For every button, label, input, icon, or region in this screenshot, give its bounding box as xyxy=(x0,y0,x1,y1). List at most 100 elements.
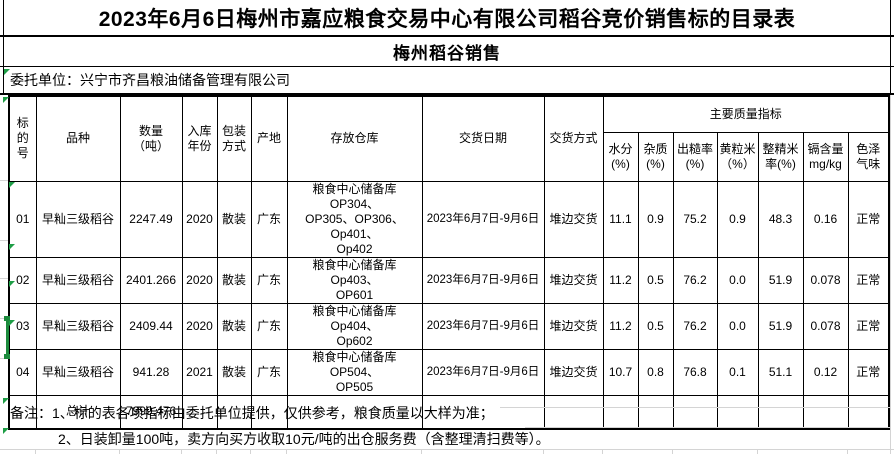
header-quality-group[interactable]: 主要质量指标 xyxy=(602,95,890,133)
cell-origin[interactable]: 广东 xyxy=(250,348,288,396)
cell-moisture[interactable]: 10.7 xyxy=(602,348,639,396)
cell-warehouse[interactable]: 粮食中心储备库OP504、 OP505 xyxy=(286,348,423,396)
cell-empty[interactable] xyxy=(802,394,849,430)
cell-origin[interactable]: 广东 xyxy=(250,302,288,350)
cell-bid[interactable]: 02 xyxy=(8,256,37,304)
cell-pack[interactable]: 散装 xyxy=(216,348,252,396)
cell-warehouse[interactable]: 粮食中心储备库Op403、 OP601 xyxy=(286,256,423,304)
header-warehouse[interactable]: 存放仓库 xyxy=(286,95,423,182)
cell-pack[interactable]: 散装 xyxy=(216,302,252,350)
cell-year[interactable]: 2021 xyxy=(181,348,218,396)
cell-head[interactable]: 51.9 xyxy=(757,302,804,350)
cell-empty[interactable] xyxy=(421,394,545,430)
cell-origin[interactable]: 广东 xyxy=(250,180,288,258)
cell-method[interactable]: 堆边交货 xyxy=(543,180,604,258)
cell-impurity[interactable]: 0.5 xyxy=(637,256,674,304)
cell-method[interactable]: 堆边交货 xyxy=(543,348,604,396)
header-storage-year[interactable]: 入库 年份 xyxy=(181,95,218,182)
cell-pack[interactable]: 散装 xyxy=(216,256,252,304)
header-packaging[interactable]: 包装 方式 xyxy=(216,95,252,182)
cell-head[interactable]: 48.3 xyxy=(757,180,804,258)
header-delivery-date[interactable]: 交货日期 xyxy=(421,95,545,182)
cell-variety[interactable]: 早籼三级稻谷 xyxy=(35,302,121,350)
cell-warehouse[interactable]: 粮食中心储备库Op404、 Op602 xyxy=(286,302,423,350)
cell-bid[interactable]: 04 xyxy=(8,348,37,396)
cell-qty[interactable]: 2247.49 xyxy=(119,180,183,258)
entrusting-unit-cell[interactable]: 委托单位：兴宁市齐昌粮油储备管理有限公司 xyxy=(0,67,894,95)
cell-brown[interactable]: 76.8 xyxy=(672,348,718,396)
header-brown-rice-rate[interactable]: 出糙率 (%) xyxy=(672,131,718,182)
cell-variety[interactable]: 早籼三级稻谷 xyxy=(35,256,121,304)
cell-date[interactable]: 2023年6月7日-9月6日 xyxy=(421,180,545,258)
cell-yellow[interactable]: 0.0 xyxy=(716,256,759,304)
cell-color[interactable]: 正常 xyxy=(847,302,890,350)
header-cadmium[interactable]: 镉含量 mg/kg xyxy=(802,131,849,182)
cell-origin[interactable]: 广东 xyxy=(250,256,288,304)
cell-empty[interactable] xyxy=(250,394,288,430)
cell-cadmium[interactable]: 0.078 xyxy=(802,256,849,304)
header-quantity[interactable]: 数量 （吨） xyxy=(119,95,183,182)
cell-empty[interactable] xyxy=(602,394,639,430)
remark-line-2[interactable]: 2、日装卸量100吨，卖方向买方收取10元/吨的出仓服务费（含整理清扫费等）。 xyxy=(58,431,550,447)
cell-empty[interactable] xyxy=(543,394,604,430)
cell-variety[interactable]: 早籼三级稻谷 xyxy=(35,348,121,396)
cell-date[interactable]: 2023年6月7日-9月6日 xyxy=(421,302,545,350)
cell-impurity[interactable]: 0.5 xyxy=(637,302,674,350)
cell-qty[interactable]: 2401.266 xyxy=(119,256,183,304)
gridline xyxy=(0,180,8,181)
cell-yellow[interactable]: 0.1 xyxy=(716,348,759,396)
cell-yellow[interactable]: 0.0 xyxy=(716,302,759,350)
header-head-rice-rate[interactable]: 整精米 率(%) xyxy=(757,131,804,182)
cell-brown[interactable]: 76.2 xyxy=(672,256,718,304)
header-moisture[interactable]: 水分 (%) xyxy=(602,131,639,182)
cell-cadmium[interactable]: 0.16 xyxy=(802,180,849,258)
cell-variety[interactable]: 早籼三级稻谷 xyxy=(35,180,121,258)
header-bid-no[interactable]: 标的 号 xyxy=(8,95,37,182)
cell-color[interactable]: 正常 xyxy=(847,180,890,258)
page-title[interactable]: 2023年6月6日梅州市嘉应粮食交易中心有限公司稻谷竞价销售标的目录表 xyxy=(0,0,894,37)
cell-empty[interactable] xyxy=(847,394,890,430)
cell-brown[interactable]: 76.2 xyxy=(672,302,718,350)
cell-moisture[interactable]: 11.1 xyxy=(602,180,639,258)
remark-line-1[interactable]: 备注：1、标的表各项指标由委托单位提供，仅供参考，粮食质量以大样为准； xyxy=(10,405,494,421)
cell-year[interactable]: 2020 xyxy=(181,180,218,258)
cell-cadmium[interactable]: 0.12 xyxy=(802,348,849,396)
cell-empty[interactable] xyxy=(286,394,423,430)
cell-qty[interactable]: 941.28 xyxy=(119,348,183,396)
cell-head[interactable]: 51.1 xyxy=(757,348,804,396)
cell-empty[interactable] xyxy=(672,394,718,430)
cell-moisture[interactable]: 11.2 xyxy=(602,302,639,350)
cell-color[interactable]: 正常 xyxy=(847,348,890,396)
cell-color[interactable]: 正常 xyxy=(847,256,890,304)
cell-moisture[interactable]: 11.2 xyxy=(602,256,639,304)
cell-method[interactable]: 堆边交货 xyxy=(543,256,604,304)
header-impurity[interactable]: 杂质 (%) xyxy=(637,131,674,182)
cell-empty[interactable] xyxy=(637,394,674,430)
cell-method[interactable]: 堆边交货 xyxy=(543,302,604,350)
cell-empty[interactable] xyxy=(716,394,759,430)
cell-year[interactable]: 2020 xyxy=(181,302,218,350)
header-color-odor[interactable]: 色泽 气味 xyxy=(847,131,890,182)
cell-bid[interactable]: 03 xyxy=(8,302,37,350)
cell-year[interactable]: 2020 xyxy=(181,256,218,304)
header-delivery-method[interactable]: 交货方式 xyxy=(543,95,604,182)
cell-qty[interactable]: 2409.44 xyxy=(119,302,183,350)
cell-warehouse[interactable]: 粮食中心储备库OP304、 OP305、OP306、Op401、 Op402 xyxy=(286,180,423,258)
cell-impurity[interactable]: 0.9 xyxy=(637,180,674,258)
total-qty[interactable]: 7999.476 xyxy=(119,394,183,430)
cell-date[interactable]: 2023年6月7日-9月6日 xyxy=(421,256,545,304)
cell-impurity[interactable]: 0.8 xyxy=(637,348,674,396)
cell-yellow[interactable]: 0.9 xyxy=(716,180,759,258)
header-variety[interactable]: 品种 xyxy=(35,95,121,182)
cell-empty[interactable] xyxy=(757,394,804,430)
cell-date[interactable]: 2023年6月7日-9月6日 xyxy=(421,348,545,396)
cell-head[interactable]: 51.9 xyxy=(757,256,804,304)
header-yellow-grain[interactable]: 黄粒米 （%） xyxy=(716,131,759,182)
cell-brown[interactable]: 75.2 xyxy=(672,180,718,258)
cell-pack[interactable]: 散装 xyxy=(216,180,252,258)
cell-empty[interactable] xyxy=(216,394,252,430)
total-label[interactable]: 总计 xyxy=(35,394,121,430)
header-origin[interactable]: 产地 xyxy=(250,95,288,182)
cell-cadmium[interactable]: 0.078 xyxy=(802,302,849,350)
page-subtitle[interactable]: 梅州稻谷销售 xyxy=(0,37,894,67)
